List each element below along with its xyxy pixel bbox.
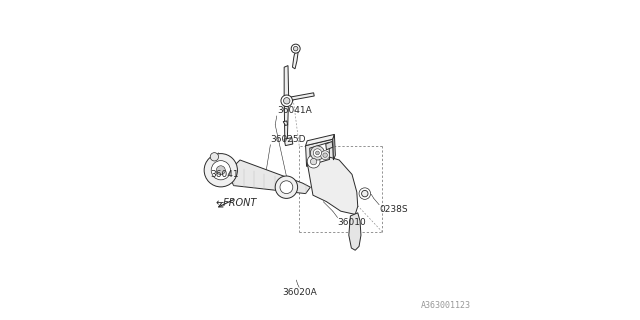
Polygon shape <box>326 141 333 150</box>
Text: ←FRONT: ←FRONT <box>216 198 257 208</box>
Polygon shape <box>333 134 335 160</box>
Polygon shape <box>307 155 358 214</box>
Polygon shape <box>283 121 288 125</box>
Circle shape <box>275 176 298 198</box>
Circle shape <box>316 151 319 155</box>
Circle shape <box>216 166 225 175</box>
Text: 36025D: 36025D <box>270 135 306 144</box>
Circle shape <box>362 190 368 197</box>
Circle shape <box>310 146 324 160</box>
Text: 36010: 36010 <box>338 218 366 227</box>
Polygon shape <box>310 142 330 165</box>
Circle shape <box>280 181 292 194</box>
Circle shape <box>281 95 292 107</box>
Polygon shape <box>349 213 361 250</box>
Text: 0238S: 0238S <box>380 205 408 214</box>
Polygon shape <box>306 134 334 146</box>
Text: 36020A: 36020A <box>282 288 317 297</box>
Polygon shape <box>292 50 298 69</box>
Polygon shape <box>284 66 289 141</box>
Circle shape <box>210 153 219 161</box>
Polygon shape <box>306 139 333 166</box>
Circle shape <box>204 154 237 187</box>
Polygon shape <box>287 93 314 101</box>
Circle shape <box>211 161 230 180</box>
Circle shape <box>291 44 300 53</box>
Polygon shape <box>229 160 310 194</box>
Polygon shape <box>284 138 292 146</box>
Text: 36041: 36041 <box>211 170 239 179</box>
Circle shape <box>307 155 320 168</box>
Circle shape <box>310 158 317 165</box>
Circle shape <box>284 98 290 104</box>
Circle shape <box>314 149 322 157</box>
Text: 36041A: 36041A <box>277 106 312 115</box>
Circle shape <box>293 46 298 51</box>
Text: A363001123: A363001123 <box>420 301 470 310</box>
Circle shape <box>323 153 328 157</box>
Circle shape <box>321 151 330 160</box>
